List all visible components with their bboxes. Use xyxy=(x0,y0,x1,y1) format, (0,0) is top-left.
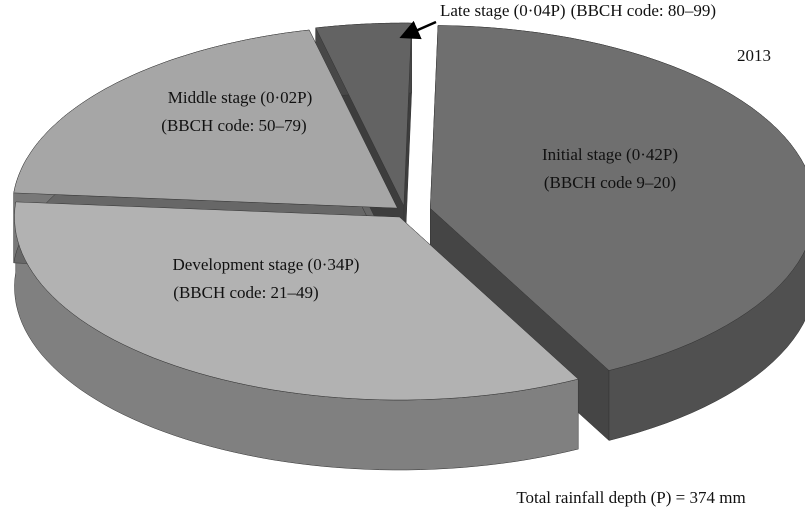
category: Late stage (0·04P) xyxy=(440,1,566,20)
slice-code: (BBCH code: 50–79) xyxy=(161,116,306,135)
annotation: Total rainfall depth (P) = 374 mm xyxy=(516,488,745,507)
slice-label: Middle stage (0·02P) xyxy=(168,88,312,107)
slice xyxy=(13,29,398,209)
slice xyxy=(430,25,805,371)
arrow xyxy=(399,20,437,40)
slice-code: (BBCH code 9–20) xyxy=(544,173,676,192)
code: (BBCH code: 80–99) xyxy=(571,1,716,20)
pie xyxy=(13,22,805,471)
slice xyxy=(315,22,412,207)
slice xyxy=(14,201,579,401)
annotation: 2013 xyxy=(737,46,771,65)
slice-label: Late stage (0·04P) (BBCH code: 80–99) xyxy=(440,1,716,20)
slice-code: (BBCH code: 21–49) xyxy=(173,283,318,302)
slice-label: Initial stage (0·42P) xyxy=(542,145,678,164)
slice-label: Development stage (0·34P) xyxy=(173,255,360,274)
